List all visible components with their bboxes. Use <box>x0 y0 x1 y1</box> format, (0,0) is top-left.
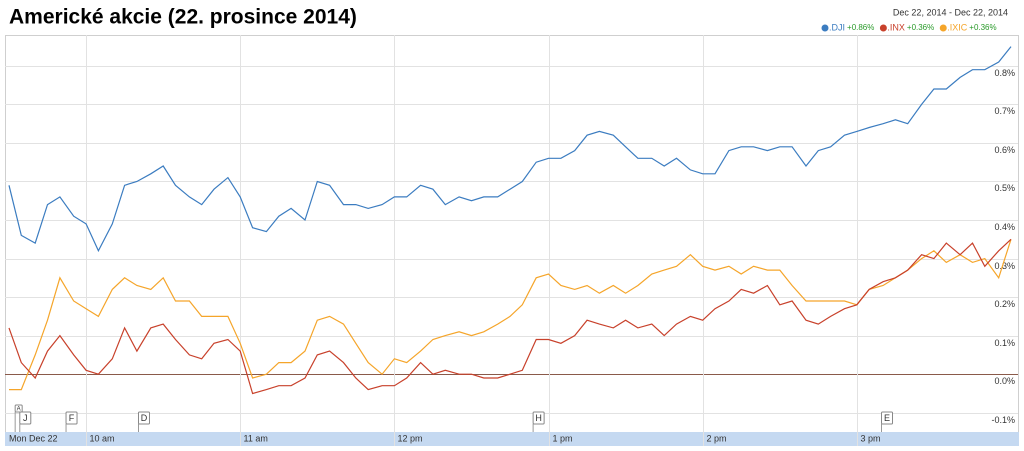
y-tick-label: 0.5% <box>994 183 1015 193</box>
x-tick-label: 3 pm <box>861 433 881 443</box>
flag-label: A <box>17 407 21 413</box>
series-line <box>8 46 1012 253</box>
legend-swatch <box>879 24 887 32</box>
date-range: Dec 22, 2014 - Dec 22, 2014 <box>893 7 1008 17</box>
y-tick-label: 0.2% <box>994 299 1015 309</box>
y-tick-label: 0.6% <box>994 145 1015 155</box>
x-tick-label: 11 am <box>244 433 268 443</box>
legend-name: .IXIC <box>947 22 968 32</box>
legend-change: +0.36% <box>969 23 996 32</box>
y-tick-label: 0.3% <box>994 261 1015 271</box>
y-tick-label: -0.1% <box>991 415 1015 425</box>
chart-title: Americké akcie (22. prosince 2014) <box>9 6 357 29</box>
y-tick-label: 0.8% <box>994 68 1015 78</box>
legend-change: +0.36% <box>907 23 934 32</box>
legend-swatch <box>821 24 829 32</box>
flag <box>532 411 545 425</box>
flag <box>14 404 23 413</box>
x-tick-label: 12 pm <box>398 433 423 443</box>
flag-label: F <box>69 413 75 423</box>
flag <box>19 411 32 425</box>
series-line <box>9 239 1012 391</box>
legend-name: .INX <box>887 22 905 32</box>
x-tick-label: 1 pm <box>553 433 573 443</box>
x-tick-label: Mon Dec 22 <box>9 433 58 443</box>
flag-label: H <box>535 413 542 423</box>
y-tick-label: 0.7% <box>994 106 1015 116</box>
flag-label: J <box>23 413 28 423</box>
y-tick-label: 0.4% <box>994 222 1015 232</box>
x-tick-label: 2 pm <box>707 433 727 443</box>
legend-name: .DJI <box>829 22 845 32</box>
series-line <box>8 238 1012 395</box>
x-axis-bar <box>5 432 1019 446</box>
flag-label: E <box>884 413 890 423</box>
flag-label: D <box>141 413 148 423</box>
flag <box>881 411 894 425</box>
x-tick-label: 10 am <box>90 433 115 443</box>
legend-change: +0.86% <box>847 23 874 32</box>
y-tick-label: 0.1% <box>994 338 1015 348</box>
y-tick-label: 0.0% <box>994 376 1015 386</box>
legend: .DJI +0.86% .INX +0.36% .IXIC +0.36% <box>821 22 997 32</box>
flag <box>65 411 78 425</box>
legend-swatch <box>939 24 947 32</box>
flag <box>137 411 150 425</box>
